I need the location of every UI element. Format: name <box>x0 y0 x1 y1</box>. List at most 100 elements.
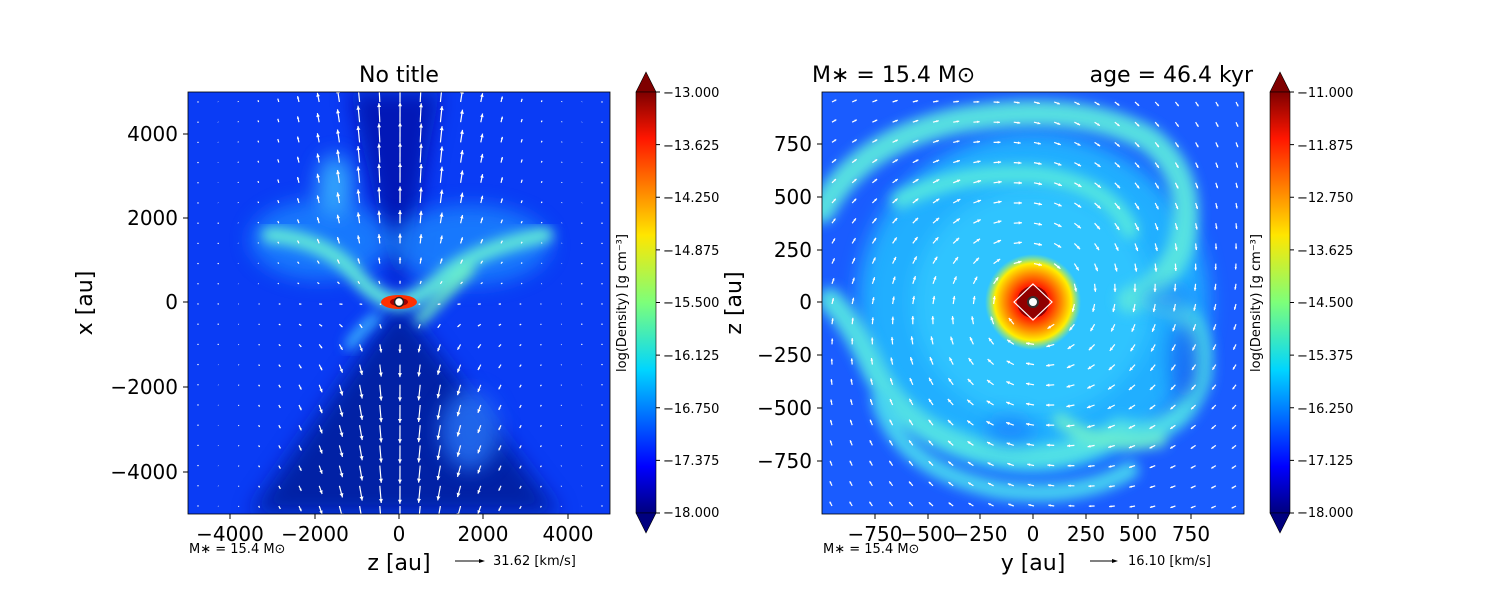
velocity-arrow-head <box>356 146 361 151</box>
velocity-arrow-head <box>1093 288 1097 292</box>
colorbar-1-tick: −15.500 <box>663 296 719 311</box>
velocity-arrow-head <box>850 419 853 423</box>
velocity-arrow-head <box>1046 443 1050 447</box>
velocity-arrow <box>197 343 199 346</box>
sink-particle-icon <box>393 296 405 308</box>
velocity-arrow <box>197 202 199 204</box>
velocity-arrow-head <box>909 440 912 444</box>
velocity-arrow-head <box>1067 444 1071 448</box>
velocity-arrow-head <box>277 241 279 243</box>
velocity-arrow-head <box>258 446 260 447</box>
velocity-arrow-head <box>1073 288 1078 292</box>
panel-1-x-ticks: −4000 −2000 0 2000 4000 <box>196 514 593 546</box>
velocity-arrow-head <box>258 466 260 468</box>
panel-1-y-tick: 2000 <box>127 206 178 230</box>
velocity-arrow <box>601 505 603 507</box>
velocity-arrow-head <box>928 398 932 403</box>
velocity-arrow-head <box>440 281 443 283</box>
velocity-arrow-head <box>480 174 484 178</box>
velocity-arrow-head <box>1115 247 1119 251</box>
velocity-arrow-head <box>339 452 344 458</box>
velocity-arrow-head <box>1068 504 1071 507</box>
velocity-arrow-head <box>456 492 461 498</box>
velocity-arrow-head <box>297 282 299 284</box>
velocity-arrow-head <box>399 326 401 329</box>
panel-2-y-tick: 0 <box>799 290 812 314</box>
velocity-arrow-head <box>1087 385 1091 389</box>
velocity-arrow-head <box>1172 308 1176 312</box>
velocity-arrow <box>418 505 421 514</box>
velocity-arrow-head <box>397 499 402 504</box>
velocity-arrow-head <box>870 378 873 382</box>
velocity-arrow-head <box>998 200 1002 204</box>
velocity-arrow-head <box>869 481 872 484</box>
velocity-arrow-head <box>889 501 892 505</box>
velocity-arrow-head <box>997 101 1000 104</box>
velocity-arrow-head <box>977 219 981 223</box>
velocity-arrow-head <box>1046 403 1050 407</box>
velocity-arrow-head <box>874 198 877 202</box>
velocity-arrow-head <box>912 276 916 280</box>
velocity-arrow <box>601 464 603 467</box>
velocity-arrow <box>601 161 603 164</box>
velocity-arrow-head <box>299 407 302 411</box>
velocity-arrow-head <box>440 86 444 90</box>
velocity-arrow-head <box>500 96 503 99</box>
velocity-arrow-head <box>870 399 873 402</box>
velocity-arrow-head <box>1195 185 1199 189</box>
velocity-arrow-head <box>459 92 464 94</box>
velocity-arrow-head <box>1215 165 1219 168</box>
velocity-arrow-head <box>500 177 503 180</box>
velocity-arrow-head <box>967 420 971 424</box>
velocity-arrow-head <box>296 177 300 180</box>
velocity-arrow-head <box>477 429 481 434</box>
velocity-arrow-head <box>830 379 833 382</box>
velocity-arrow-head <box>336 192 341 197</box>
velocity-arrow <box>581 222 583 224</box>
velocity-arrow-head <box>418 326 421 329</box>
velocity-arrow-head <box>501 261 503 263</box>
velocity-arrow-head <box>1067 345 1072 349</box>
panel-2-star-mass-label: M∗ = 15.4 M⊙ <box>823 542 919 557</box>
velocity-arrow-head <box>909 357 913 361</box>
velocity-arrow-head <box>460 214 464 219</box>
velocity-arrow-head <box>519 344 521 346</box>
panel-2-x-tick: 500 <box>1119 522 1157 546</box>
velocity-arrow-head <box>1136 103 1140 106</box>
velocity-arrow-head <box>948 482 952 485</box>
velocity-arrow-head <box>498 345 501 347</box>
velocity-arrow-head <box>519 466 521 469</box>
velocity-arrow-head <box>934 256 938 261</box>
velocity-arrow-head <box>1173 288 1177 292</box>
velocity-arrow-head <box>1111 327 1115 332</box>
velocity-arrow <box>378 92 381 103</box>
velocity-arrow-head <box>1017 121 1021 124</box>
velocity-arrow-head <box>1152 308 1156 313</box>
velocity-arrow-head <box>874 178 878 182</box>
velocity-arrow-head <box>477 324 480 327</box>
velocity-arrow-head <box>1212 386 1215 390</box>
velocity-arrow-head <box>951 316 955 320</box>
velocity-arrow-head <box>1211 446 1214 449</box>
velocity-arrow-head <box>377 163 382 168</box>
velocity-arrow-head <box>830 419 833 423</box>
velocity-arrow-head <box>976 238 981 242</box>
velocity-arrow-head <box>339 391 344 396</box>
velocity-arrow-head <box>1077 122 1081 126</box>
velocity-arrow-head <box>398 257 402 260</box>
velocity-arrow-head <box>477 489 481 494</box>
velocity-arrow-head <box>416 478 421 483</box>
velocity-arrow-head <box>948 378 952 382</box>
velocity-arrow-head <box>377 143 382 148</box>
velocity-arrow-head <box>968 502 972 506</box>
velocity-arrow-head <box>1149 505 1153 508</box>
velocity-arrow-head <box>956 140 960 143</box>
velocity-arrow-head <box>1006 442 1011 446</box>
velocity-arrow-head <box>1094 267 1098 272</box>
panel-2-x-tick: 250 <box>1067 522 1105 546</box>
velocity-arrow-head <box>1190 466 1194 469</box>
velocity-arrow-head <box>1025 422 1030 426</box>
velocity-arrow-head <box>418 210 423 215</box>
core-velocity-arrows <box>1013 283 1053 321</box>
velocity-arrow-head <box>477 449 481 454</box>
